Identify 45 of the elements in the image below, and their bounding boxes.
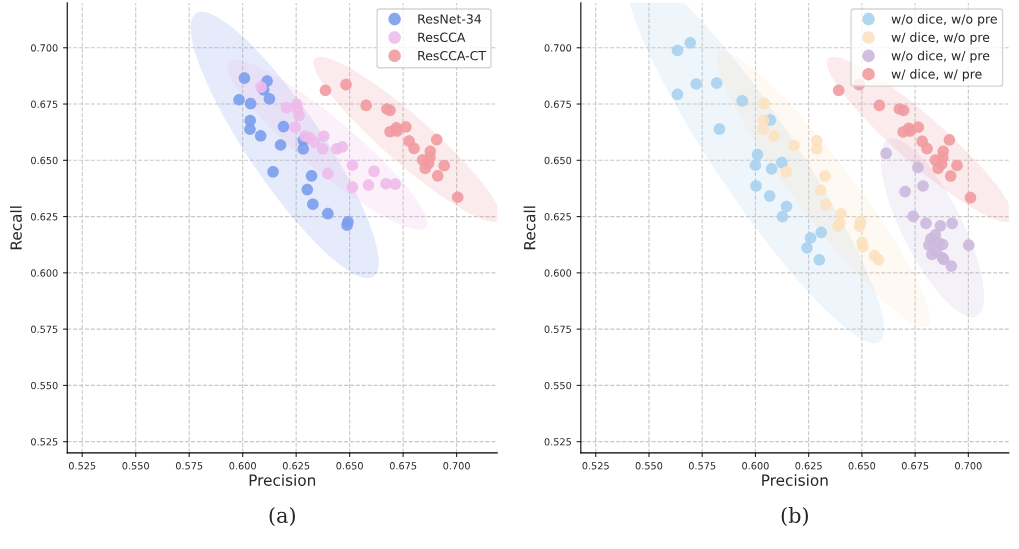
y-tick-label: 0.600 bbox=[544, 269, 572, 277]
y-tick-label: 0.675 bbox=[31, 100, 58, 108]
y-tick-label: 0.575 bbox=[31, 325, 58, 333]
x-tick-label: 0.675 bbox=[901, 462, 929, 470]
y-axis-title: Recall bbox=[523, 206, 536, 250]
y-tick-label: 0.525 bbox=[31, 438, 58, 446]
x-axis-title: Precision bbox=[249, 474, 316, 486]
x-tick-label: 0.625 bbox=[282, 462, 310, 470]
legend-label: ResNet-34 bbox=[418, 14, 482, 24]
y-tick-label: 0.700 bbox=[31, 44, 58, 52]
legend-label: w/o dice, w/ pre bbox=[891, 50, 990, 63]
x-tick-label: 0.650 bbox=[848, 462, 876, 470]
x-tick-label: 0.525 bbox=[68, 462, 96, 470]
legend-label: w/o dice, w/o pre bbox=[891, 13, 997, 27]
x-tick-label: 0.675 bbox=[389, 462, 417, 470]
x-tick-label: 0.575 bbox=[175, 462, 203, 470]
y-tick-label: 0.550 bbox=[544, 381, 572, 390]
y-tick-label: 0.525 bbox=[544, 438, 571, 446]
y-tick-label: 0.650 bbox=[31, 156, 58, 165]
x-tick-label: 0.575 bbox=[688, 462, 716, 470]
x-tick-label: 0.700 bbox=[443, 462, 470, 470]
text: (a) bbox=[269, 506, 295, 527]
x-tick-label: 0.650 bbox=[336, 462, 363, 470]
legend-label: ResCCA bbox=[418, 32, 466, 43]
legend-label: w/ dice, w/ pre bbox=[891, 69, 982, 82]
x-tick-label: 0.625 bbox=[795, 462, 822, 470]
x-tick-label: 0.700 bbox=[955, 462, 982, 470]
x-tick-label: 0.600 bbox=[742, 462, 769, 470]
y-tick-label: 0.625 bbox=[31, 213, 58, 221]
y-tick-label: 0.700 bbox=[544, 44, 572, 52]
y-tick-label: 0.550 bbox=[31, 381, 58, 390]
text: (b) bbox=[781, 506, 808, 527]
y-tick-label: 0.575 bbox=[544, 325, 571, 333]
x-tick-label: 0.550 bbox=[122, 462, 149, 470]
x-tick-label: 0.525 bbox=[582, 462, 609, 470]
y-tick-label: 0.600 bbox=[31, 269, 58, 277]
legend-label: ResCCA-CT bbox=[418, 50, 487, 61]
legend-label: w/ dice, w/o pre bbox=[891, 32, 990, 45]
x-tick-label: 0.600 bbox=[229, 462, 256, 470]
y-tick-label: 0.675 bbox=[544, 100, 571, 108]
y-tick-label: 0.650 bbox=[544, 156, 572, 165]
y-tick-label: 0.625 bbox=[544, 213, 571, 221]
x-axis-title: Precision bbox=[762, 474, 828, 486]
x-tick-label: 0.550 bbox=[635, 462, 663, 470]
y-axis-title: Recall bbox=[10, 206, 22, 250]
